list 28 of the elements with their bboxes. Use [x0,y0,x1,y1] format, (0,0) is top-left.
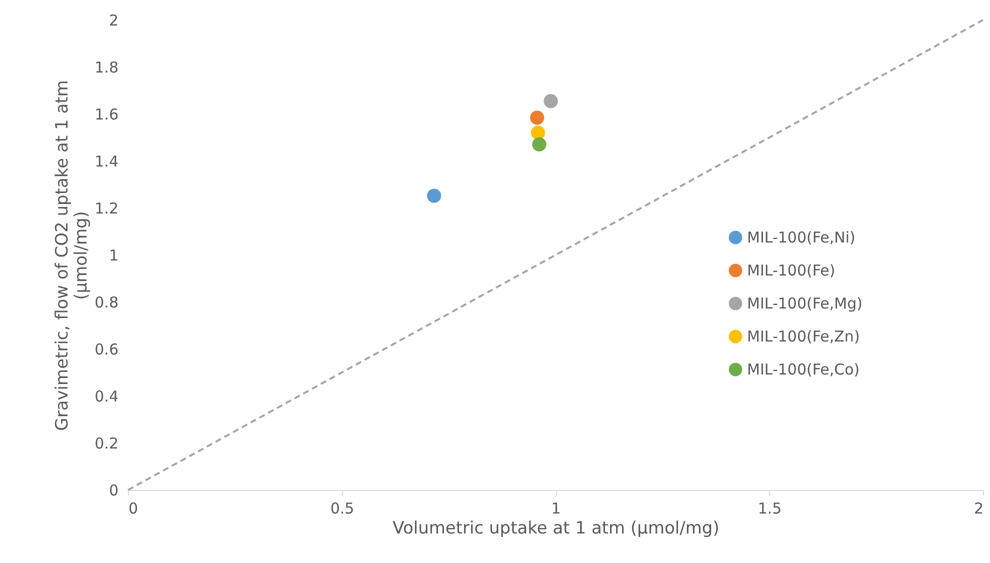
point [532,137,546,152]
y-tick-label: 1.6 [94,106,118,124]
y-tick-label: 1.2 [94,200,118,218]
y-tick-label: 0 [108,482,118,500]
x-tick-label: 0 [128,500,138,518]
x-tick-label: 1.5 [758,500,782,518]
legend-label: MIL-100(Fe,Zn) [747,328,860,346]
y-tick-label: 0.4 [94,388,118,406]
legend-label: MIL-100(Fe) [747,262,836,280]
point [427,188,442,203]
x-tick-label: 0.5 [330,500,354,518]
x-tick-label: 2 [974,500,984,518]
legend-label: MIL-100(Fe,Ni) [747,228,856,246]
point [530,126,546,140]
x-axis-title: Volumetric uptake at 1 atm (µmol/mg) [392,518,720,538]
legend-label: MIL-100(Fe,Co) [747,360,860,378]
point [544,94,558,108]
point [530,110,544,125]
y-tick-label: 1.8 [94,58,118,76]
y-tick-label: 1.4 [94,152,118,170]
y-tick-label: 2 [108,12,118,30]
y-tick-label: 0.6 [94,340,118,358]
y-tick-label: 0.8 [94,294,118,312]
legend-label: MIL-100(Fe,Mg) [747,294,862,312]
x-tick-label: 1 [551,500,561,518]
y-axis-title: Gravimetric, flow of CO2 uptake at 1 atm (µmol/mg) [52,80,92,431]
y-tick-label: 1 [108,246,118,264]
y-tick-label: 0.2 [94,434,118,452]
